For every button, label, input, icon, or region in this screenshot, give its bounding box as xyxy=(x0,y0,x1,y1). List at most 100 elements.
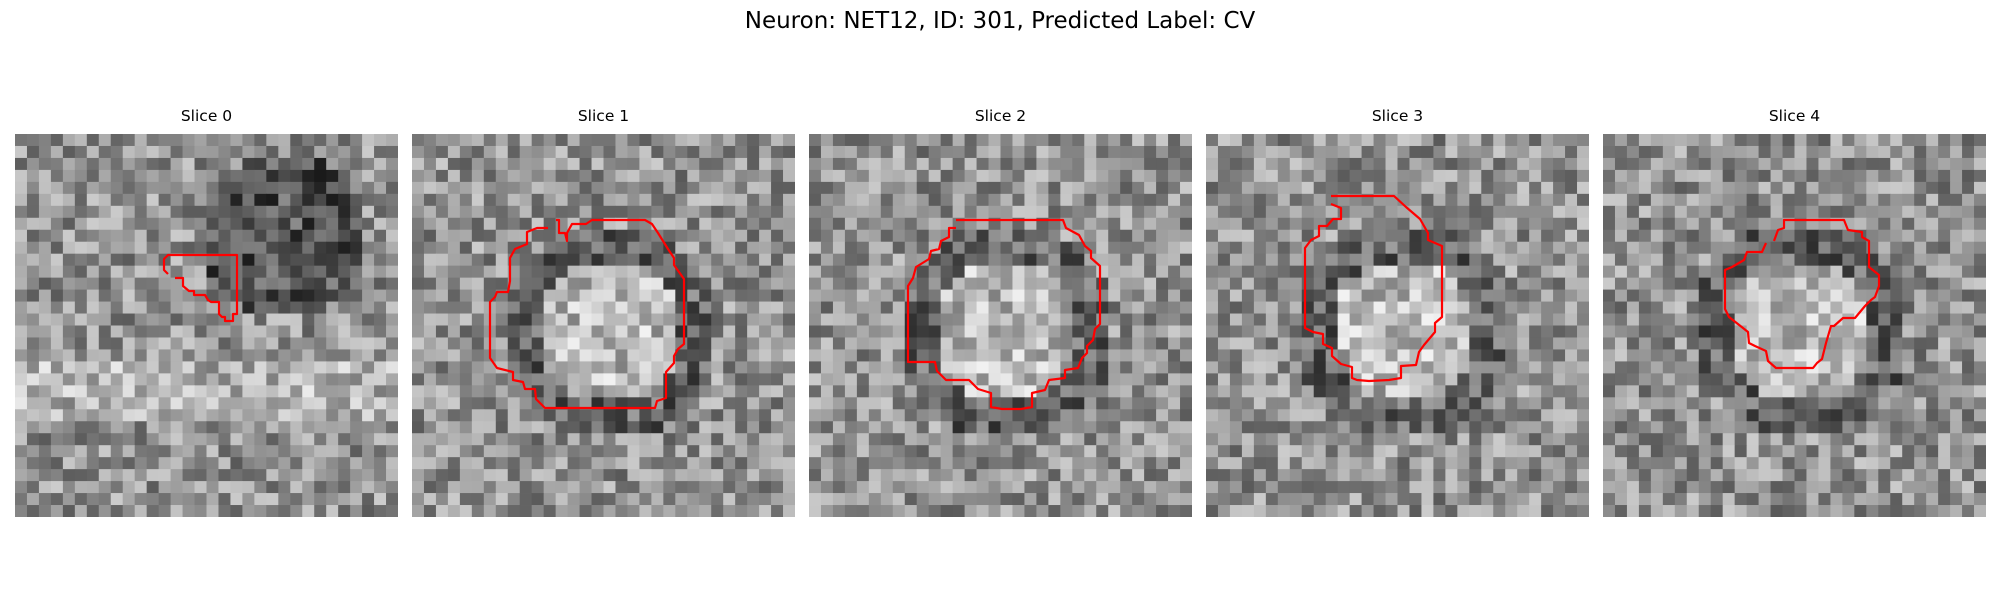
pixel xyxy=(1278,314,1290,326)
pixel xyxy=(460,242,472,254)
pixel xyxy=(254,206,266,218)
pixel xyxy=(965,361,977,373)
pixel xyxy=(1180,385,1192,397)
pixel xyxy=(1326,409,1338,421)
pixel xyxy=(51,326,63,338)
pixel xyxy=(1481,361,1493,373)
pixel xyxy=(845,361,857,373)
pixel xyxy=(1290,170,1302,182)
pixel xyxy=(747,218,759,230)
pixel xyxy=(1842,158,1854,170)
pixel xyxy=(723,361,735,373)
pixel xyxy=(1254,505,1266,517)
pixel xyxy=(809,505,821,517)
pixel xyxy=(1290,457,1302,469)
pixel xyxy=(1577,206,1589,218)
pixel xyxy=(759,302,771,314)
pixel xyxy=(1481,445,1493,457)
pixel xyxy=(568,326,580,338)
pixel xyxy=(266,493,278,505)
pixel xyxy=(1469,254,1481,266)
pixel xyxy=(1639,409,1651,421)
pixel xyxy=(1565,218,1577,230)
pixel xyxy=(917,182,929,194)
pixel xyxy=(1421,134,1433,146)
pixel xyxy=(556,254,568,266)
pixel xyxy=(123,373,135,385)
pixel xyxy=(183,361,195,373)
pixel xyxy=(1711,361,1723,373)
pixel xyxy=(1180,397,1192,409)
pixel xyxy=(242,349,254,361)
pixel xyxy=(1230,206,1242,218)
pixel xyxy=(1421,194,1433,206)
pixel xyxy=(338,302,350,314)
pixel xyxy=(171,361,183,373)
pixel xyxy=(1120,493,1132,505)
pixel xyxy=(1386,505,1398,517)
pixel xyxy=(135,170,147,182)
pixel xyxy=(338,433,350,445)
pixel xyxy=(1950,194,1962,206)
pixel xyxy=(1469,469,1481,481)
pixel xyxy=(195,421,207,433)
pixel xyxy=(278,266,290,278)
pixel xyxy=(941,445,953,457)
pixel xyxy=(1180,218,1192,230)
pixel xyxy=(1290,278,1302,290)
pixel xyxy=(759,182,771,194)
pixel xyxy=(1096,218,1108,230)
pixel xyxy=(15,409,27,421)
pixel xyxy=(87,385,99,397)
pixel xyxy=(1615,230,1627,242)
pixel xyxy=(556,242,568,254)
pixel xyxy=(123,326,135,338)
pixel xyxy=(51,337,63,349)
pixel xyxy=(51,314,63,326)
pixel xyxy=(1938,326,1950,338)
pixel xyxy=(580,266,592,278)
pixel xyxy=(1230,373,1242,385)
pixel xyxy=(472,326,484,338)
pixel xyxy=(1374,505,1386,517)
pixel xyxy=(278,206,290,218)
pixel xyxy=(1120,230,1132,242)
pixel xyxy=(783,326,795,338)
pixel xyxy=(783,397,795,409)
pixel xyxy=(783,206,795,218)
pixel xyxy=(845,230,857,242)
pixel xyxy=(218,218,230,230)
pixel xyxy=(1950,242,1962,254)
pixel xyxy=(1663,445,1675,457)
pixel xyxy=(1926,409,1938,421)
pixel xyxy=(1505,409,1517,421)
pixel xyxy=(1771,433,1783,445)
pixel xyxy=(1398,182,1410,194)
pixel xyxy=(27,469,39,481)
pixel xyxy=(1048,505,1060,517)
pixel xyxy=(1565,290,1577,302)
pixel xyxy=(1242,230,1254,242)
pixel xyxy=(1457,349,1469,361)
pixel xyxy=(1711,266,1723,278)
pixel xyxy=(472,218,484,230)
pixel xyxy=(1206,445,1218,457)
pixel xyxy=(1795,242,1807,254)
pixel xyxy=(1290,254,1302,266)
pixel xyxy=(1386,326,1398,338)
pixel xyxy=(99,206,111,218)
pixel xyxy=(424,230,436,242)
pixel xyxy=(1771,254,1783,266)
pixel xyxy=(15,206,27,218)
pixel xyxy=(1627,290,1639,302)
pixel xyxy=(1699,409,1711,421)
pixel xyxy=(266,326,278,338)
pixel xyxy=(893,170,905,182)
pixel xyxy=(1553,206,1565,218)
pixel xyxy=(254,182,266,194)
pixel xyxy=(1687,409,1699,421)
pixel xyxy=(1457,242,1469,254)
pixel xyxy=(218,266,230,278)
pixel xyxy=(39,421,51,433)
pixel xyxy=(917,445,929,457)
